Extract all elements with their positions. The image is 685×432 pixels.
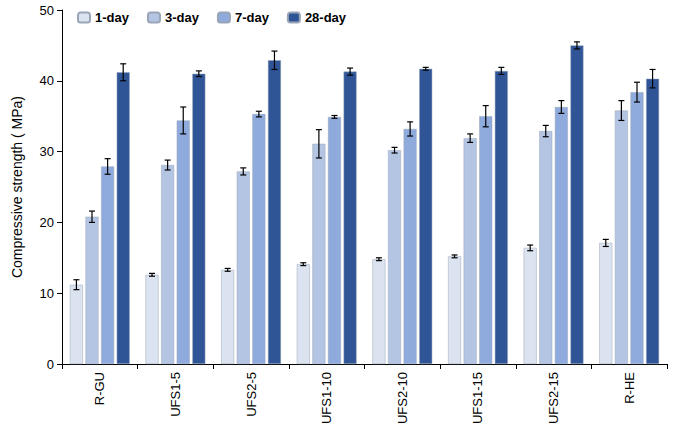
svg-text:UFS2-5: UFS2-5: [244, 372, 259, 417]
svg-text:1-day: 1-day: [95, 10, 130, 25]
svg-text:R-GU: R-GU: [92, 372, 107, 405]
svg-text:0: 0: [47, 357, 54, 372]
svg-text:40: 40: [40, 73, 54, 88]
svg-text:UFS1-15: UFS1-15: [470, 372, 485, 424]
svg-text:30: 30: [40, 144, 54, 159]
svg-text:Compressive strength ( MPa): Compressive strength ( MPa): [9, 96, 25, 278]
svg-text:UFS2-10: UFS2-10: [395, 372, 410, 424]
svg-text:UFS1-10: UFS1-10: [319, 372, 334, 424]
svg-text:7-day: 7-day: [235, 10, 270, 25]
svg-text:UFS2-15: UFS2-15: [546, 372, 561, 424]
svg-text:28-day: 28-day: [305, 10, 347, 25]
svg-text:20: 20: [40, 215, 54, 230]
svg-text:UFS1-5: UFS1-5: [168, 372, 183, 417]
svg-text:10: 10: [40, 286, 54, 301]
svg-text:3-day: 3-day: [165, 10, 200, 25]
svg-text:50: 50: [40, 3, 54, 18]
svg-text:R-HE: R-HE: [622, 372, 637, 404]
